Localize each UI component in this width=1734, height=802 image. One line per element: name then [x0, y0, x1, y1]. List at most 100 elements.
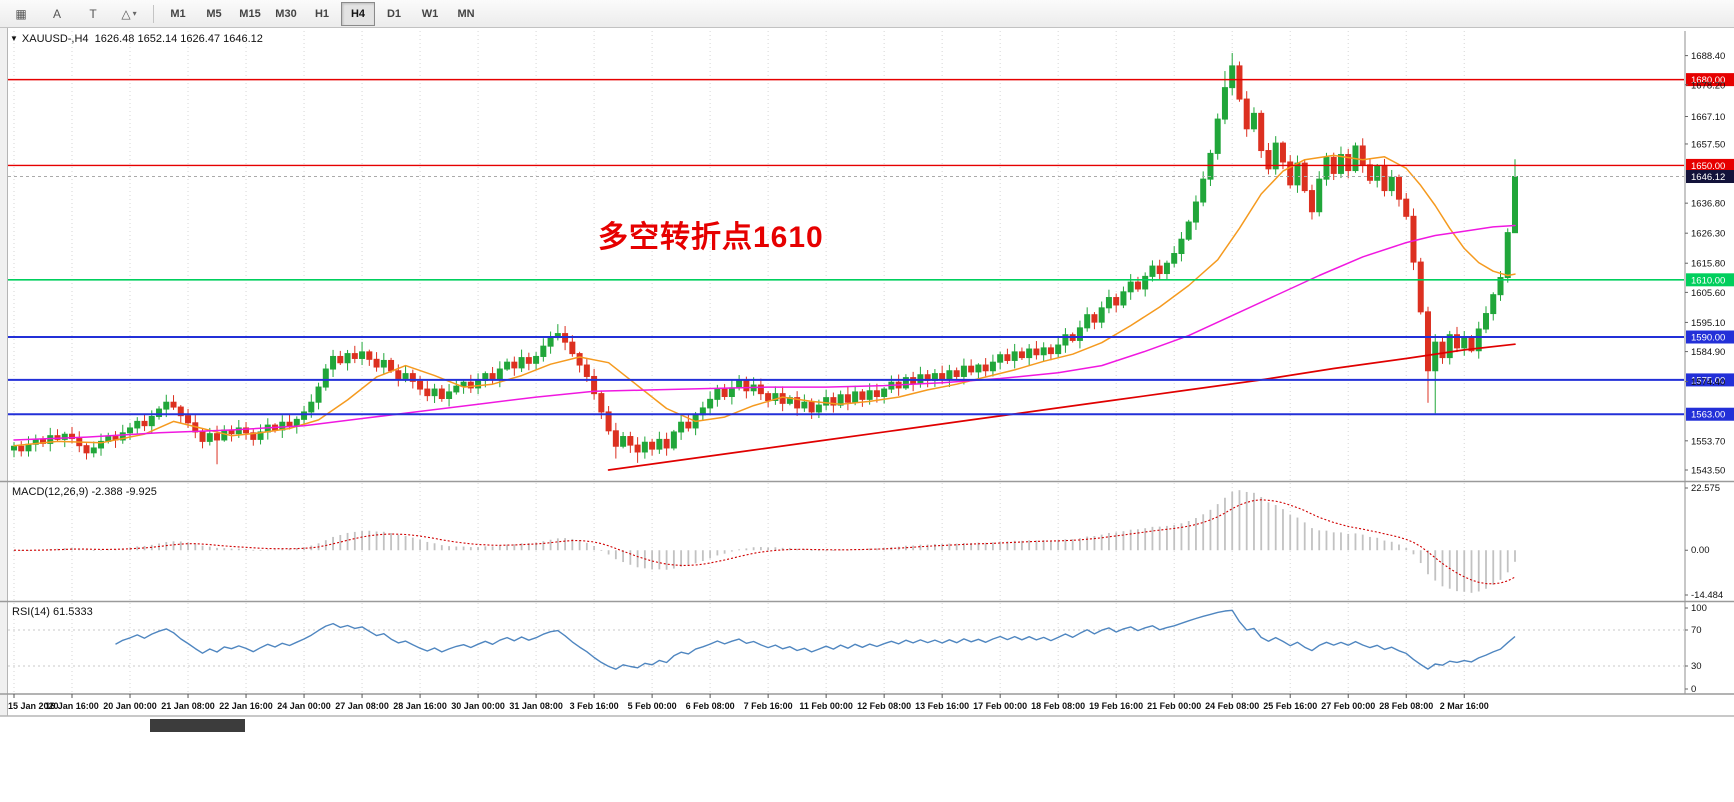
candle-body [1018, 351, 1025, 359]
svg-text:28 Jan 16:00: 28 Jan 16:00 [393, 701, 447, 711]
candle-body [779, 393, 786, 404]
candle-body [475, 379, 482, 389]
svg-text:1688.40: 1688.40 [1691, 51, 1725, 62]
candle-body [540, 345, 547, 357]
timeframe-mn-button[interactable]: MN [457, 7, 475, 20]
candle-body [141, 420, 148, 427]
chart-svg[interactable]: 1680.00 1650.00 1610.00 1590.00 1575.00 1563.… [0, 28, 1734, 797]
candle-body [511, 361, 518, 369]
macd-signal-line [13, 499, 1516, 585]
candle-body [569, 341, 576, 355]
candle-body [685, 421, 692, 429]
candle-body [939, 373, 946, 380]
candle-body [714, 388, 721, 400]
candle-body [960, 365, 967, 377]
candle-body [1497, 277, 1504, 296]
candle-body [1091, 314, 1098, 323]
candle-body [518, 357, 525, 369]
svg-text:21 Feb 00:00: 21 Feb 00:00 [1147, 701, 1201, 711]
svg-text:1543.50: 1543.50 [1691, 465, 1725, 476]
candle-body [1403, 198, 1410, 217]
candle-body [1308, 190, 1315, 213]
candle-body [953, 370, 960, 377]
timeframe-d1-button[interactable]: D1 [386, 7, 402, 20]
candle-body [728, 387, 735, 397]
candle-body [1475, 328, 1482, 352]
svg-text:1605.60: 1605.60 [1691, 288, 1725, 299]
candle-body [337, 355, 344, 364]
svg-text:30 Jan 00:00: 30 Jan 00:00 [451, 701, 505, 711]
timeframe-w1-button[interactable]: W1 [421, 7, 439, 20]
candle-body [1258, 112, 1265, 152]
candle-body [641, 441, 648, 453]
candle-body [90, 447, 97, 454]
candle-body [1229, 65, 1236, 89]
candle-body [634, 444, 641, 453]
candle-body [460, 381, 467, 387]
candle-body [707, 398, 714, 409]
svg-text:24 Feb 08:00: 24 Feb 08:00 [1205, 701, 1259, 711]
candle-body [243, 427, 250, 434]
timeframe-h4-button[interactable]: H4 [341, 1, 375, 26]
candle-body [11, 445, 17, 451]
svg-text:1610.00: 1610.00 [1691, 275, 1725, 286]
candle-body [1345, 154, 1352, 172]
price-tag-1610.00: 1610.00 [1686, 273, 1734, 287]
candle-body [837, 394, 844, 406]
text-tool-icon: A [52, 6, 61, 21]
timeframe-m15-button[interactable]: M15 [239, 7, 261, 20]
candle-body [496, 368, 503, 380]
svg-text:16 Jan 16:00: 16 Jan 16:00 [45, 701, 99, 711]
candle-body [1381, 165, 1388, 192]
svg-text:17 Feb 00:00: 17 Feb 00:00 [973, 701, 1027, 711]
candle-body [946, 370, 953, 380]
template-tool-icon: T [89, 6, 97, 21]
candle-body [1033, 348, 1040, 356]
candle-body [772, 393, 779, 401]
candle-body [1004, 354, 1011, 361]
candle-body [98, 440, 105, 449]
price-tag-1575.00: 1575.00 [1686, 373, 1734, 387]
candle-body [1337, 154, 1344, 174]
candle-body [438, 388, 445, 399]
candle-body [1388, 176, 1395, 192]
svg-text:20 Jan 00:00: 20 Jan 00:00 [103, 701, 157, 711]
candle-body [373, 358, 380, 368]
grid-lines [13, 31, 1465, 694]
candle-body [409, 373, 416, 382]
candle-body [1207, 152, 1214, 180]
candle-body [148, 416, 155, 427]
candle-body [308, 401, 315, 413]
candle-body [1410, 215, 1417, 263]
candle-body [1374, 165, 1381, 181]
candle-body [1512, 176, 1518, 234]
candle-body [1084, 314, 1091, 329]
chevron-down-icon: ▾ [132, 9, 137, 18]
timeframe-m30-button[interactable]: M30 [275, 7, 297, 20]
template-tool-button[interactable]: T [76, 2, 110, 26]
timeframe-h1-button[interactable]: H1 [314, 7, 330, 20]
shapes-tool-button[interactable]: △ ▾ [112, 2, 146, 26]
candle-body [156, 408, 163, 418]
candle-body [1127, 281, 1134, 293]
grid-tool-button[interactable]: ▦ [4, 2, 38, 26]
svg-text:0: 0 [1691, 684, 1696, 695]
svg-text:1563.00: 1563.00 [1691, 410, 1725, 421]
timeframe-m5-button[interactable]: M5 [206, 7, 222, 20]
candle-body [1142, 275, 1149, 290]
svg-text:0.00: 0.00 [1691, 545, 1710, 556]
candle-body [612, 430, 619, 447]
toolbar-separator [153, 4, 154, 23]
timeframe-m1-button[interactable]: M1 [170, 7, 186, 20]
text-label-tool-button[interactable]: A [40, 2, 74, 26]
price-tag-1650.00: 1650.00 [1686, 158, 1734, 172]
candle-body [989, 361, 996, 372]
svg-text:5 Feb 00:00: 5 Feb 00:00 [628, 701, 677, 711]
grid-icon: ▦ [15, 6, 27, 21]
svg-text:22 Jan 16:00: 22 Jan 16:00 [219, 701, 273, 711]
svg-text:1667.10: 1667.10 [1691, 112, 1725, 123]
candle-body [1113, 297, 1120, 306]
candle-body [1221, 87, 1228, 120]
candle-body [743, 379, 750, 392]
candle-body [866, 390, 873, 400]
